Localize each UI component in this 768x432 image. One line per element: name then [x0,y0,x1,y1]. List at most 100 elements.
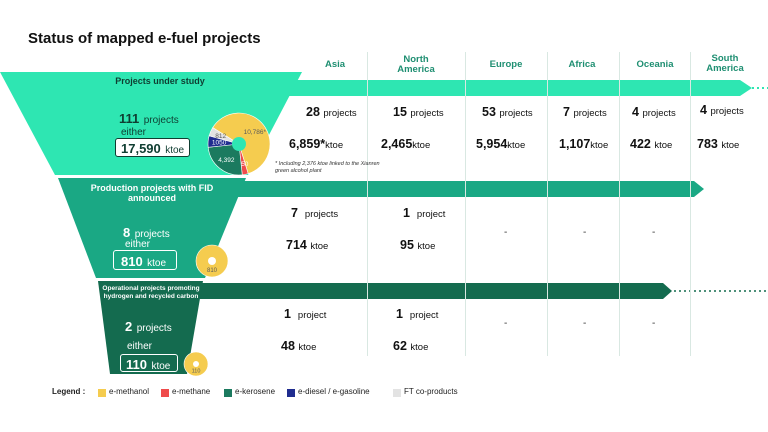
op-asia-count: 1 [284,307,291,321]
study-asia-projects: 28 projects [306,105,357,119]
stage-study-either: either [121,127,147,138]
stage-operational-project-count: 2 [125,319,133,334]
op-na-ktoe: 62 ktoe [393,339,428,353]
op-na-word: project [409,310,439,321]
stage-study-ktoe: 17,590 ktoe [121,140,184,158]
arrow-operational [200,283,672,299]
fid-na-count: 1 [403,206,410,220]
op-asia-word: project [297,310,327,321]
stage-fid-projects-word: projects [134,229,170,240]
study-na-count: 15 [393,105,407,119]
stage-study-projects-word: projects [143,115,179,126]
op-asia-ktoe: 48 ktoe [281,339,316,353]
legend-swatch-e-methane [161,389,169,397]
op-asia-ktoe-unit: ktoe [298,342,317,353]
stage-study-ktoe-box [115,138,190,157]
pie-fid: 810 [195,244,229,278]
study-asia-ktoe-value: 6,859* [289,137,326,151]
study-europe-ktoe-unit: ktoe [507,140,526,151]
study-africa-count: 7 [563,105,570,119]
stage-fid-ktoe-value: 810 [121,254,143,269]
op-na-projects: 1 project [396,307,438,321]
region-south-america: South America [706,53,744,74]
stage-fid-ktoe-unit: ktoe [147,258,167,269]
fid-na-ktoe: 95 ktoe [400,238,435,252]
pie-label: 550 [238,161,249,168]
study-sa-word: projects [710,106,744,117]
study-na-ktoe-unit: ktoe [412,140,431,151]
legend-ft-coproducts: FT co-products [404,387,458,396]
pie-hole [193,361,199,367]
fid-oceania-dash: - [652,227,656,238]
pie-label: 4,392 [218,157,235,164]
op-na-ktoe-unit: ktoe [410,342,429,353]
stage-operational-either: either [127,341,153,352]
study-oceania-projects: 4 projects [632,105,676,119]
region-europe: Europe [489,59,523,70]
fid-na-word: project [416,209,446,220]
pie-label: 810 [207,268,218,274]
legend-e-methane: e-methane [172,387,211,396]
stage-study-ktoe-value: 17,590 [121,141,161,156]
fid-africa-dash: - [583,227,587,238]
study-na-projects: 15 projects [393,105,444,119]
fid-na-ktoe-value: 95 [400,238,414,252]
study-europe-word: projects [499,108,533,119]
study-sa-count: 4 [700,103,707,117]
legend-swatch-e-diesel [287,389,295,397]
stage-fid-ktoe-box [113,250,177,270]
study-sa-ktoe-unit: ktoe [721,140,740,151]
study-oceania-count: 4 [632,105,639,119]
op-asia-projects: 1 project [284,307,326,321]
study-asia-count: 28 [306,105,320,119]
study-africa-ktoe: 1,107ktoe [559,137,608,151]
stage-fid-either: either [125,239,151,250]
study-oceania-ktoe-unit: ktoe [654,140,673,151]
stage-operational-ktoe-unit: ktoe [151,361,171,372]
fid-europe-dash: - [504,227,508,238]
study-europe-count: 53 [482,105,496,119]
pie-label: 110 [192,369,201,375]
study-europe-ktoe-value: 5,954 [476,137,508,151]
legend-swatch-e-methanol [98,389,106,397]
study-oceania-ktoe-value: 422 [630,137,651,151]
op-na-count: 1 [396,307,403,321]
pie-slice-e-kerosene [207,143,243,176]
op-africa-dash: - [583,318,587,329]
study-europe-ktoe: 5,954ktoe [476,137,525,151]
study-na-word: projects [410,108,444,119]
study-africa-ktoe-unit: ktoe [590,140,609,151]
op-europe-dash: - [504,318,508,329]
stage-fid-projects: 8 projects [123,224,170,242]
stage-operational-ktoe-value: 110 [126,357,147,372]
stage-operational-projects: 2 projects [125,318,172,336]
column-divider [690,52,691,356]
study-africa-word: projects [573,108,607,119]
fid-asia-ktoe-unit: ktoe [310,241,329,252]
fid-na-ktoe-unit: ktoe [417,241,436,252]
study-sa-ktoe: 783 ktoe [697,137,739,151]
column-divider [547,52,548,356]
region-north-america: North America [397,54,435,75]
study-asia-word: projects [323,108,357,119]
study-oceania-word: projects [642,108,676,119]
stage-operational-ktoe-box [120,354,178,372]
legend-e-methanol: e-methanol [109,387,150,396]
op-asia-ktoe-value: 48 [281,339,295,353]
legend-e-kerosene: e-kerosene [235,387,276,396]
stage-fid-title: Production projects with FID announced [90,183,214,203]
stage-operational-title: Operational projects promoting hydrogen … [102,285,200,300]
study-asia-ktoe: 6,859*ktoe [289,137,343,151]
fid-na-projects: 1 project [403,206,445,220]
stage-fid-ktoe: 810 ktoe [121,253,166,271]
column-divider [465,52,466,356]
arrow-study [180,80,752,96]
region-oceania: Oceania [636,59,674,70]
study-asia-footnote: * Including 2,376 ktoe linked to the Xia… [275,161,380,174]
column-divider [619,52,620,356]
pie-hole [232,137,246,151]
pie-hole [208,257,216,265]
pie-operational: 110 [183,351,209,377]
stage-fid-project-count: 8 [123,225,131,240]
